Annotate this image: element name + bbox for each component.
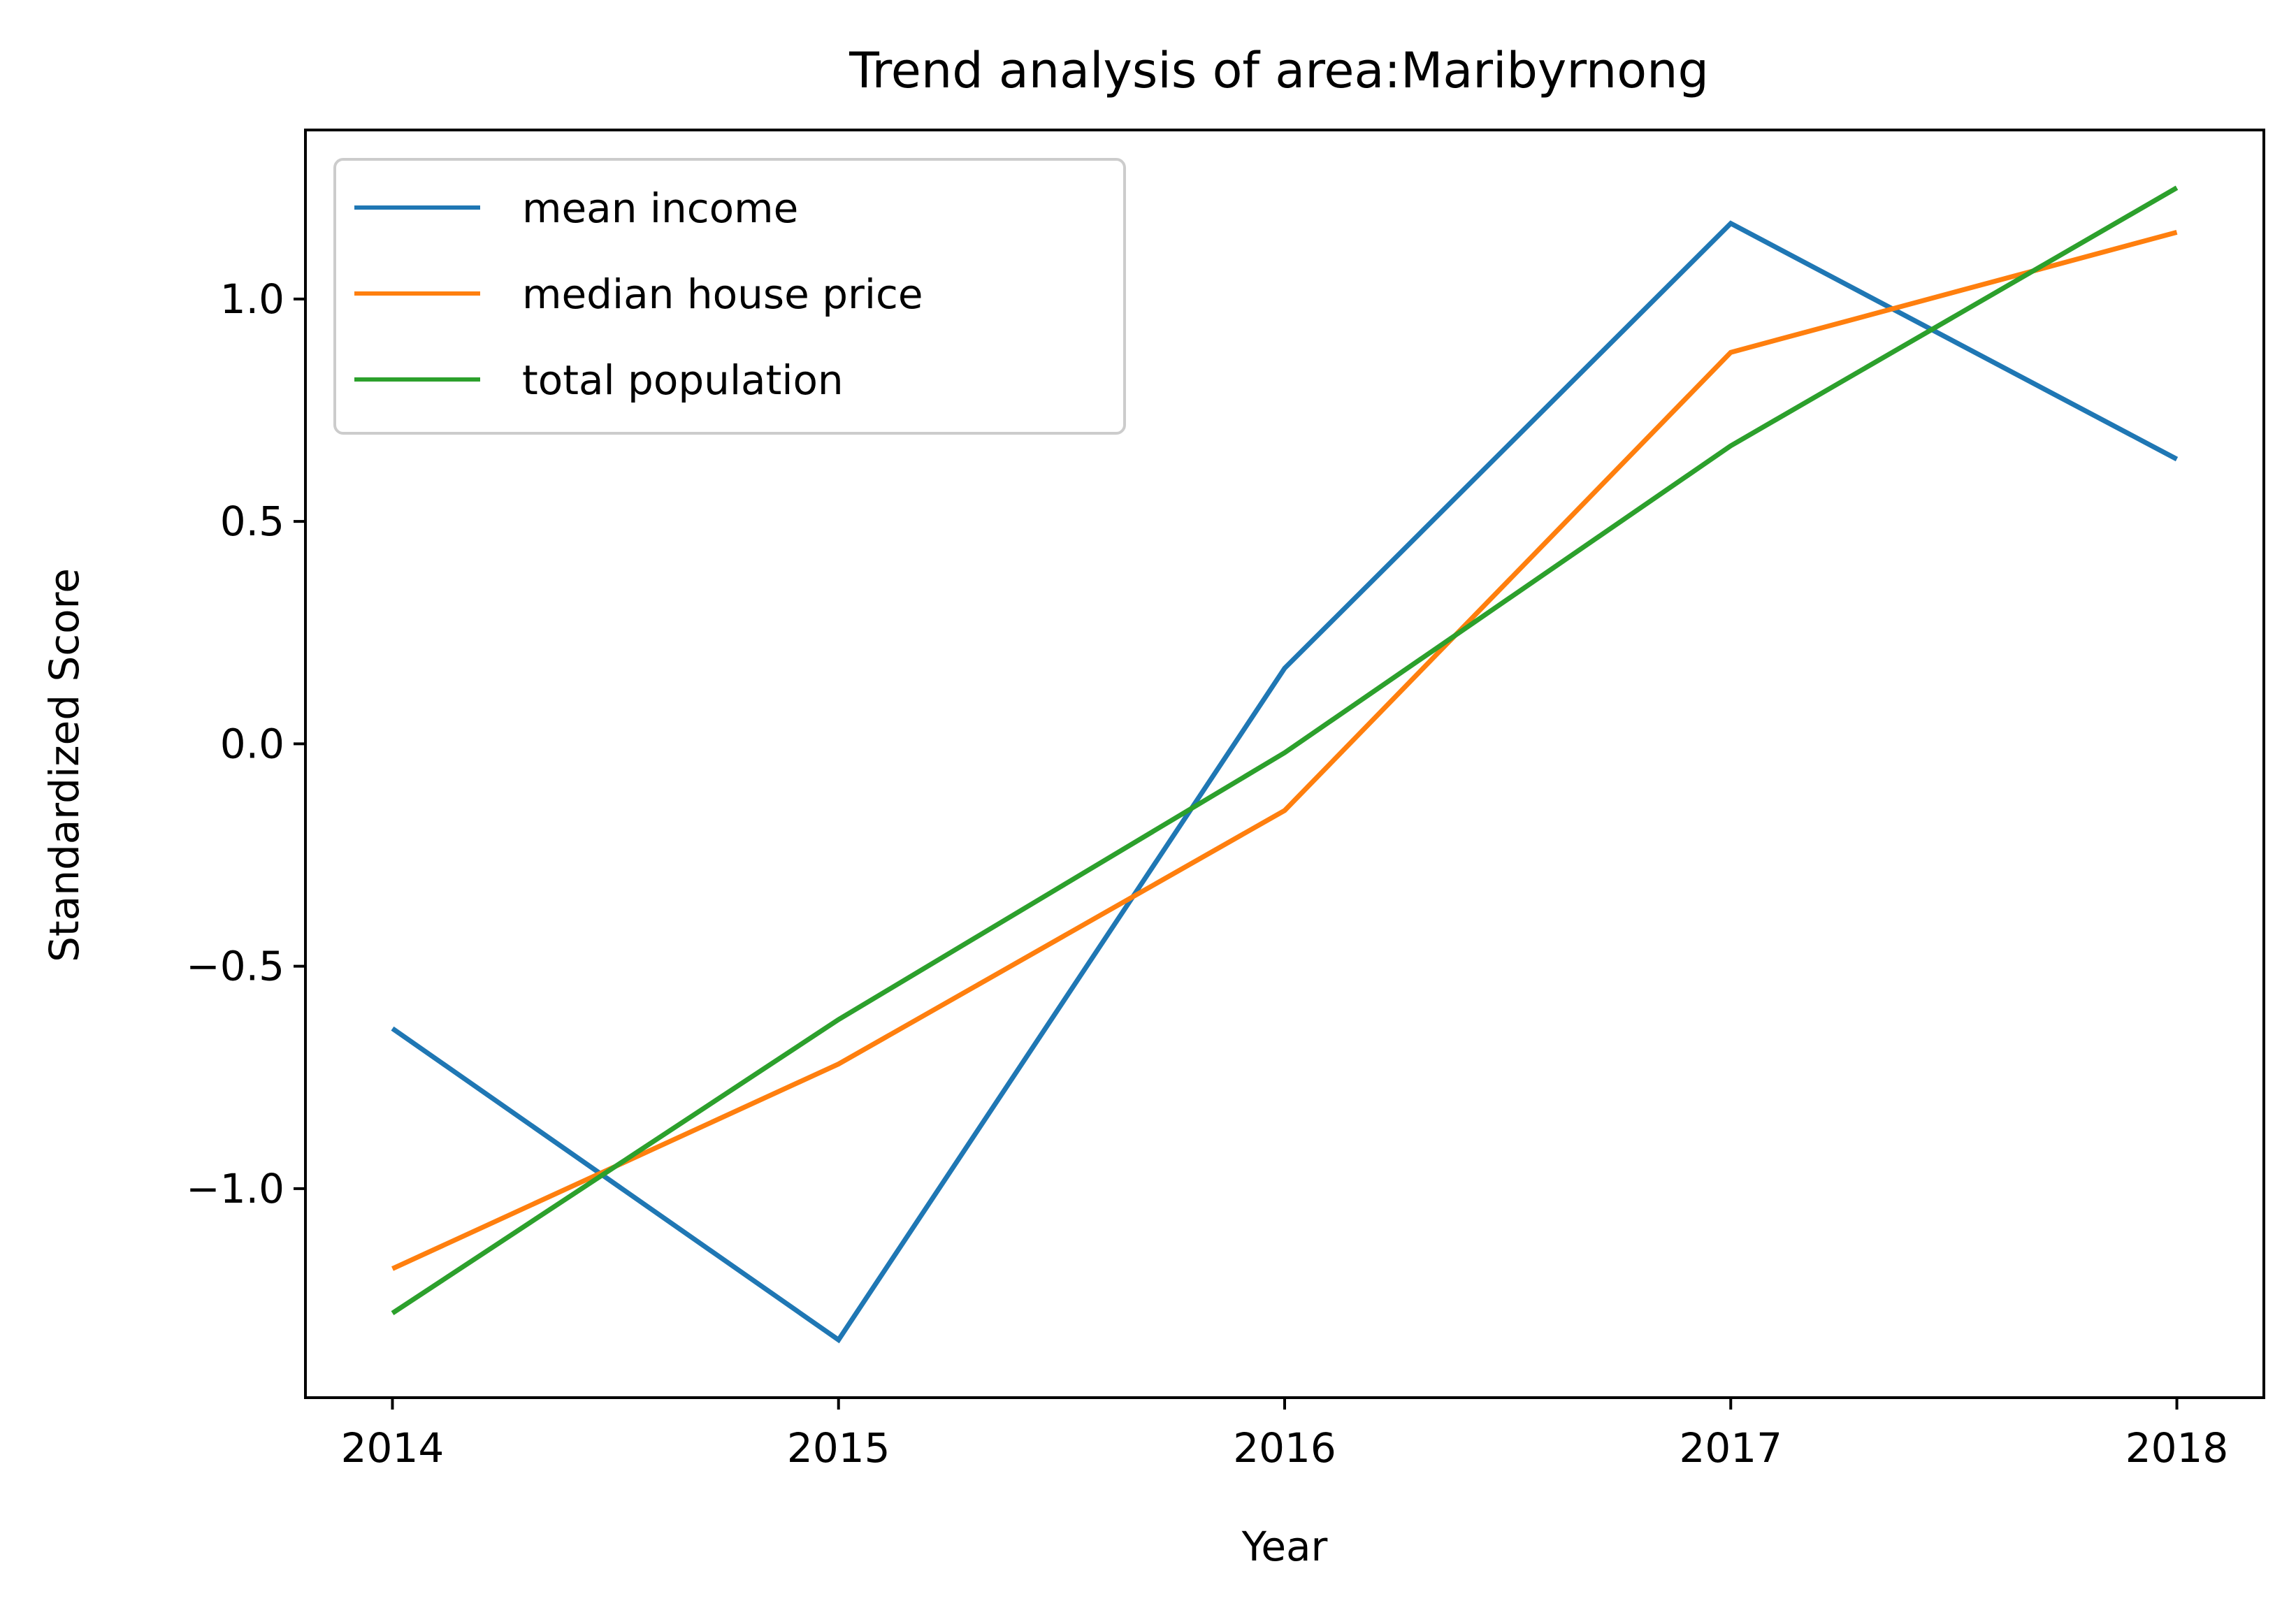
plot-area — [304, 129, 2265, 1399]
legend: mean income median house price total pop… — [333, 158, 1126, 435]
series-layer — [391, 185, 2179, 1344]
legend-label-median-house-price: median house price — [522, 270, 923, 318]
x-tick-label: 2017 — [1679, 1424, 1782, 1472]
y-tick-label: 0.0 — [220, 720, 284, 767]
series-line-mean-income — [391, 220, 2179, 1344]
y-tick-label: 0.5 — [220, 498, 284, 545]
x-axis-title: Year — [1241, 1523, 1328, 1570]
series-line-total-population — [391, 185, 2179, 1316]
y-axis-title: Standardized Score — [41, 568, 88, 962]
y-tick-label: −1.0 — [186, 1165, 284, 1212]
y-tick-label: −0.5 — [186, 943, 284, 990]
x-axis-ticks: 2014 2015 2016 2017 2018 — [341, 1398, 2229, 1472]
series-line-median-house-price — [391, 230, 2178, 1271]
y-tick-label: 1.0 — [220, 275, 284, 323]
legend-box — [333, 158, 1126, 435]
x-tick-label: 2016 — [1233, 1424, 1336, 1472]
legend-label-mean-income: mean income — [522, 184, 798, 232]
x-tick-label: 2014 — [341, 1424, 445, 1472]
x-tick-label: 2018 — [2125, 1424, 2229, 1472]
y-axis-ticks: 1.0 0.5 0.0 −0.5 −1.0 — [186, 275, 305, 1212]
x-tick-label: 2015 — [787, 1424, 890, 1472]
legend-label-total-population: total population — [522, 356, 844, 404]
chart-title: Trend analysis of area:Maribyrnong — [849, 42, 1709, 99]
